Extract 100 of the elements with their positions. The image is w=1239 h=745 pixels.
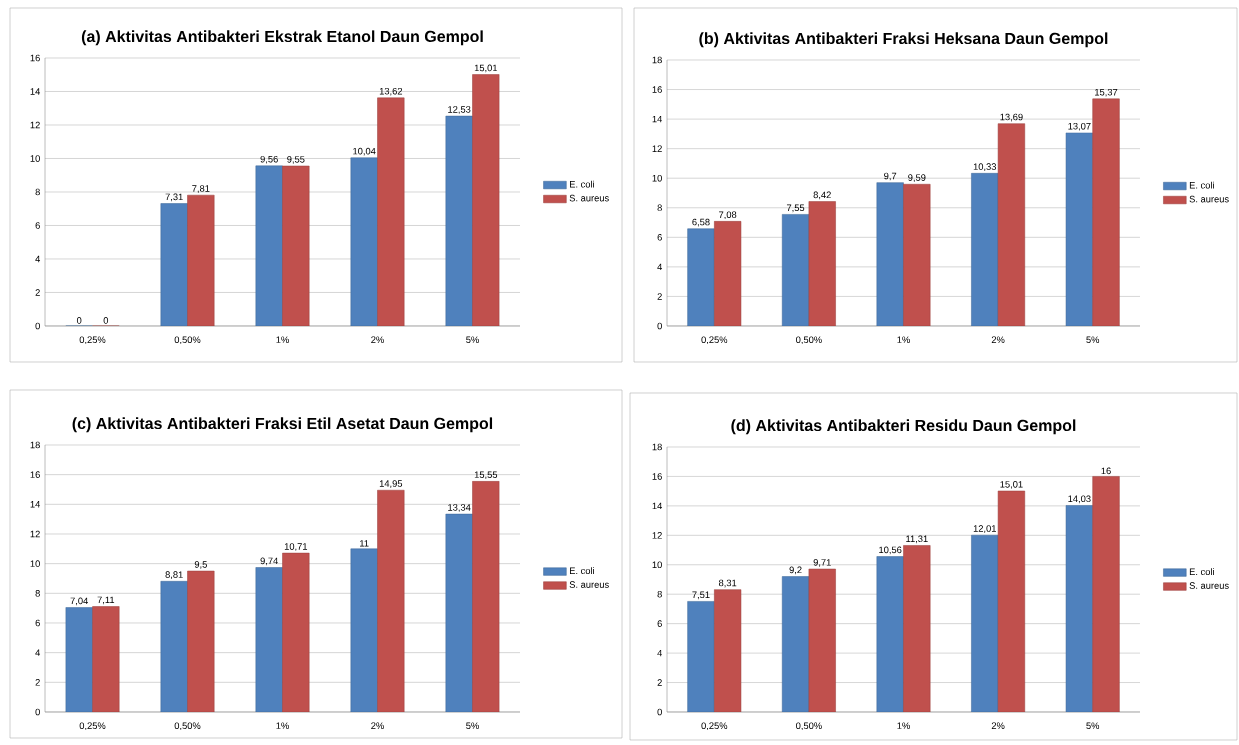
data-label: 9,59 bbox=[908, 174, 926, 182]
legend-label: S. aureus bbox=[1189, 582, 1229, 589]
data-label: 13,69 bbox=[1000, 113, 1023, 122]
data-label: 9,74 bbox=[260, 557, 278, 566]
data-label: 13,62 bbox=[379, 87, 403, 96]
y-tick-label: 0 bbox=[35, 708, 40, 716]
y-tick-label: 2 bbox=[35, 679, 40, 686]
bar bbox=[997, 123, 1026, 326]
x-tick-label: 1% bbox=[897, 336, 910, 343]
data-label: 9,2 bbox=[789, 566, 802, 575]
bar bbox=[160, 203, 188, 326]
bar bbox=[808, 568, 836, 712]
data-label: 9,7 bbox=[884, 172, 897, 181]
bar bbox=[445, 513, 473, 712]
data-label: 10,04 bbox=[353, 147, 376, 156]
y-tick-label: 0 bbox=[657, 708, 662, 716]
data-label: 12,53 bbox=[448, 106, 471, 114]
x-tick-label: 1% bbox=[276, 336, 289, 343]
chart-title: (c) Aktivitas Antibakteri Fraksi Etil Asetat Daun Gempol bbox=[72, 417, 493, 433]
data-label: 10,33 bbox=[973, 163, 997, 172]
y-tick-label: 12 bbox=[30, 530, 40, 538]
legend-label: E. coli bbox=[1189, 181, 1214, 189]
x-tick-label: 0,50% bbox=[174, 722, 201, 731]
data-label: 9,71 bbox=[813, 559, 831, 567]
data-label: 7,81 bbox=[192, 185, 210, 193]
data-label: 7,31 bbox=[165, 193, 183, 202]
data-label: 10,56 bbox=[879, 546, 902, 555]
data-label: 8,31 bbox=[718, 579, 737, 588]
y-tick-label: 2 bbox=[657, 293, 662, 300]
x-tick-label: 5% bbox=[466, 722, 479, 729]
y-tick-label: 14 bbox=[30, 501, 41, 508]
data-label: 9,5 bbox=[194, 561, 207, 569]
y-tick-label: 6 bbox=[657, 620, 662, 627]
x-tick-label: 0,50% bbox=[796, 336, 822, 345]
chart-title: (b) Aktivitas Antibakteri Fraksi Heksana Daun Gempol bbox=[699, 32, 1108, 48]
x-tick-label: 5% bbox=[1086, 722, 1100, 729]
y-tick-label: 6 bbox=[657, 234, 662, 241]
y-tick-label: 4 bbox=[35, 649, 41, 656]
bar bbox=[1065, 505, 1093, 712]
legend-label: S. aureus bbox=[569, 581, 609, 588]
bar bbox=[903, 184, 931, 326]
y-tick-label: 16 bbox=[652, 473, 662, 480]
bar bbox=[377, 97, 405, 326]
y-tick-label: 18 bbox=[652, 443, 662, 451]
bar bbox=[65, 607, 93, 712]
data-label: 11 bbox=[360, 540, 369, 547]
y-tick-label: 14 bbox=[652, 502, 663, 510]
x-tick-label: 2% bbox=[991, 336, 1005, 343]
chart-title: (d) Aktivitas Antibakteri Residu Daun Gempol bbox=[731, 419, 1076, 435]
bar bbox=[445, 115, 473, 326]
x-tick-label: 2% bbox=[991, 722, 1005, 729]
data-label: 12,01 bbox=[973, 525, 996, 533]
x-tick-label: 0,50% bbox=[174, 336, 201, 345]
chart-title: (a) Aktivitas Antibakteri Ekstrak Etanol Daun Gempol bbox=[81, 30, 483, 46]
y-tick-label: 10 bbox=[652, 561, 662, 569]
y-tick-label: 8 bbox=[657, 590, 662, 598]
x-tick-label: 0,25% bbox=[701, 336, 728, 345]
bar bbox=[160, 581, 188, 712]
y-tick-label: 8 bbox=[657, 204, 662, 212]
legend-label: S. aureus bbox=[1189, 195, 1229, 203]
legend-label: S. aureus bbox=[569, 194, 609, 202]
bar bbox=[808, 201, 836, 326]
x-tick-label: 5% bbox=[1086, 336, 1100, 343]
x-tick-label: 0,50% bbox=[796, 722, 822, 731]
bar bbox=[472, 481, 500, 712]
data-label: 11,31 bbox=[906, 535, 928, 544]
bar bbox=[971, 534, 999, 712]
y-tick-label: 16 bbox=[30, 471, 40, 478]
bar bbox=[903, 545, 931, 712]
bar bbox=[1092, 476, 1120, 712]
bar bbox=[255, 165, 283, 326]
data-label: 9,55 bbox=[287, 156, 305, 164]
bar bbox=[187, 194, 215, 326]
bar bbox=[714, 221, 742, 326]
x-tick-label: 2% bbox=[371, 336, 384, 343]
bar bbox=[687, 601, 715, 712]
data-label: 7,55 bbox=[786, 204, 805, 213]
data-label: 15,37 bbox=[1095, 88, 1118, 97]
legend-label: E. coli bbox=[1189, 568, 1214, 576]
y-tick-label: 12 bbox=[652, 532, 662, 539]
y-tick-label: 18 bbox=[652, 56, 662, 64]
y-tick-label: 14 bbox=[652, 115, 663, 123]
y-tick-label: 10 bbox=[30, 155, 40, 162]
bar bbox=[876, 182, 904, 326]
data-label: 13,07 bbox=[1068, 122, 1091, 131]
bar bbox=[350, 157, 378, 326]
x-tick-label: 0,25% bbox=[79, 722, 106, 731]
y-tick-label: 0 bbox=[35, 322, 40, 330]
y-tick-label: 10 bbox=[30, 560, 40, 567]
data-label: 15,55 bbox=[474, 471, 498, 480]
bar bbox=[350, 548, 378, 712]
legend-label: E. coli bbox=[570, 567, 594, 575]
bar bbox=[1065, 132, 1093, 326]
x-tick-label: 0,25% bbox=[79, 336, 106, 345]
bar bbox=[282, 165, 310, 326]
x-tick-label: 1% bbox=[276, 722, 289, 729]
y-tick-label: 2 bbox=[35, 289, 40, 296]
data-label: 7,04 bbox=[70, 597, 88, 606]
y-tick-label: 8 bbox=[35, 188, 40, 196]
bar bbox=[714, 589, 742, 712]
